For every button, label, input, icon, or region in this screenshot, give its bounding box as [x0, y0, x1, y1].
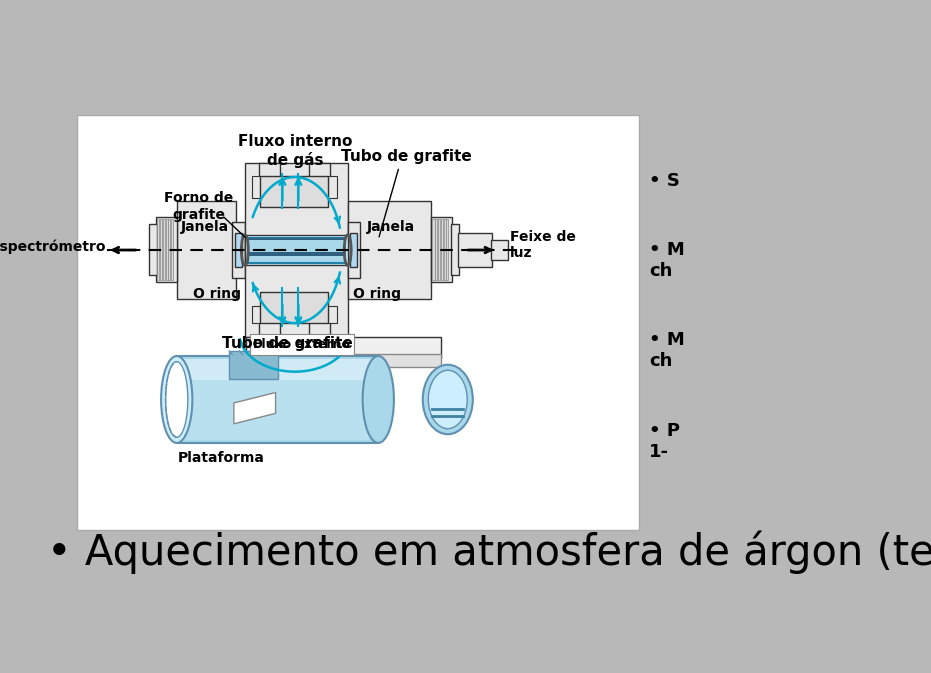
Bar: [436, 219, 438, 280]
Text: Feixe de
luz: Feixe de luz: [510, 230, 576, 260]
Text: • Aquecimento em atmosfera de árgon (temp: • Aquecimento em atmosfera de árgon (tem…: [47, 530, 931, 574]
Bar: [177, 357, 378, 444]
Bar: [236, 234, 242, 267]
Bar: [163, 219, 165, 280]
Text: Tubo de grafite: Tubo de grafite: [341, 149, 471, 164]
Ellipse shape: [428, 370, 467, 429]
Bar: [260, 291, 329, 323]
Bar: [149, 224, 157, 275]
Bar: [350, 234, 358, 267]
Ellipse shape: [423, 365, 473, 434]
Bar: [491, 240, 508, 260]
Text: O ring: O ring: [353, 287, 401, 301]
Bar: [157, 219, 159, 280]
Bar: [160, 219, 162, 280]
Bar: [347, 222, 360, 278]
Text: Forno de
grafite: Forno de grafite: [165, 190, 234, 222]
Bar: [155, 217, 177, 282]
Bar: [233, 222, 245, 278]
Bar: [171, 219, 173, 280]
Bar: [443, 219, 446, 280]
Bar: [309, 163, 330, 177]
Bar: [451, 224, 459, 275]
Bar: [251, 306, 260, 323]
Bar: [347, 201, 431, 299]
Bar: [259, 163, 279, 177]
Bar: [329, 176, 337, 198]
Bar: [246, 354, 441, 367]
Bar: [446, 219, 449, 280]
Text: Espectrómetro: Espectrómetro: [0, 240, 106, 254]
Bar: [433, 219, 435, 280]
Bar: [180, 359, 375, 440]
Bar: [245, 163, 347, 250]
Text: • M
ch: • M ch: [649, 241, 685, 280]
Bar: [177, 201, 236, 299]
Bar: [248, 252, 344, 256]
Text: O ring: O ring: [193, 287, 241, 301]
Ellipse shape: [166, 361, 188, 437]
Bar: [439, 219, 440, 280]
Text: Fluxo externo: Fluxo externo: [253, 338, 350, 351]
Bar: [77, 114, 639, 530]
Text: Tubo de grafite: Tubo de grafite: [223, 336, 353, 351]
Bar: [431, 217, 452, 282]
Bar: [169, 219, 170, 280]
Bar: [245, 250, 347, 337]
Bar: [248, 238, 344, 240]
Text: Janela: Janela: [181, 220, 229, 234]
Bar: [180, 359, 375, 380]
Text: Fluxo interno
de gás: Fluxo interno de gás: [237, 134, 352, 168]
Bar: [441, 219, 443, 280]
Bar: [309, 322, 330, 337]
Ellipse shape: [161, 356, 193, 443]
Bar: [229, 351, 277, 379]
Bar: [329, 306, 337, 323]
Bar: [251, 176, 260, 198]
Bar: [248, 238, 344, 262]
Bar: [260, 176, 329, 207]
Ellipse shape: [363, 356, 394, 443]
Polygon shape: [234, 392, 276, 424]
Bar: [245, 235, 347, 265]
Text: Janela: Janela: [367, 220, 414, 234]
Bar: [166, 219, 168, 280]
Bar: [259, 322, 279, 337]
Text: • S: • S: [649, 172, 681, 190]
Bar: [246, 337, 441, 358]
Bar: [457, 233, 492, 267]
Text: • P
1-: • P 1-: [649, 422, 681, 460]
Text: Plataforma: Plataforma: [178, 451, 264, 465]
Text: • M
ch: • M ch: [649, 331, 685, 370]
